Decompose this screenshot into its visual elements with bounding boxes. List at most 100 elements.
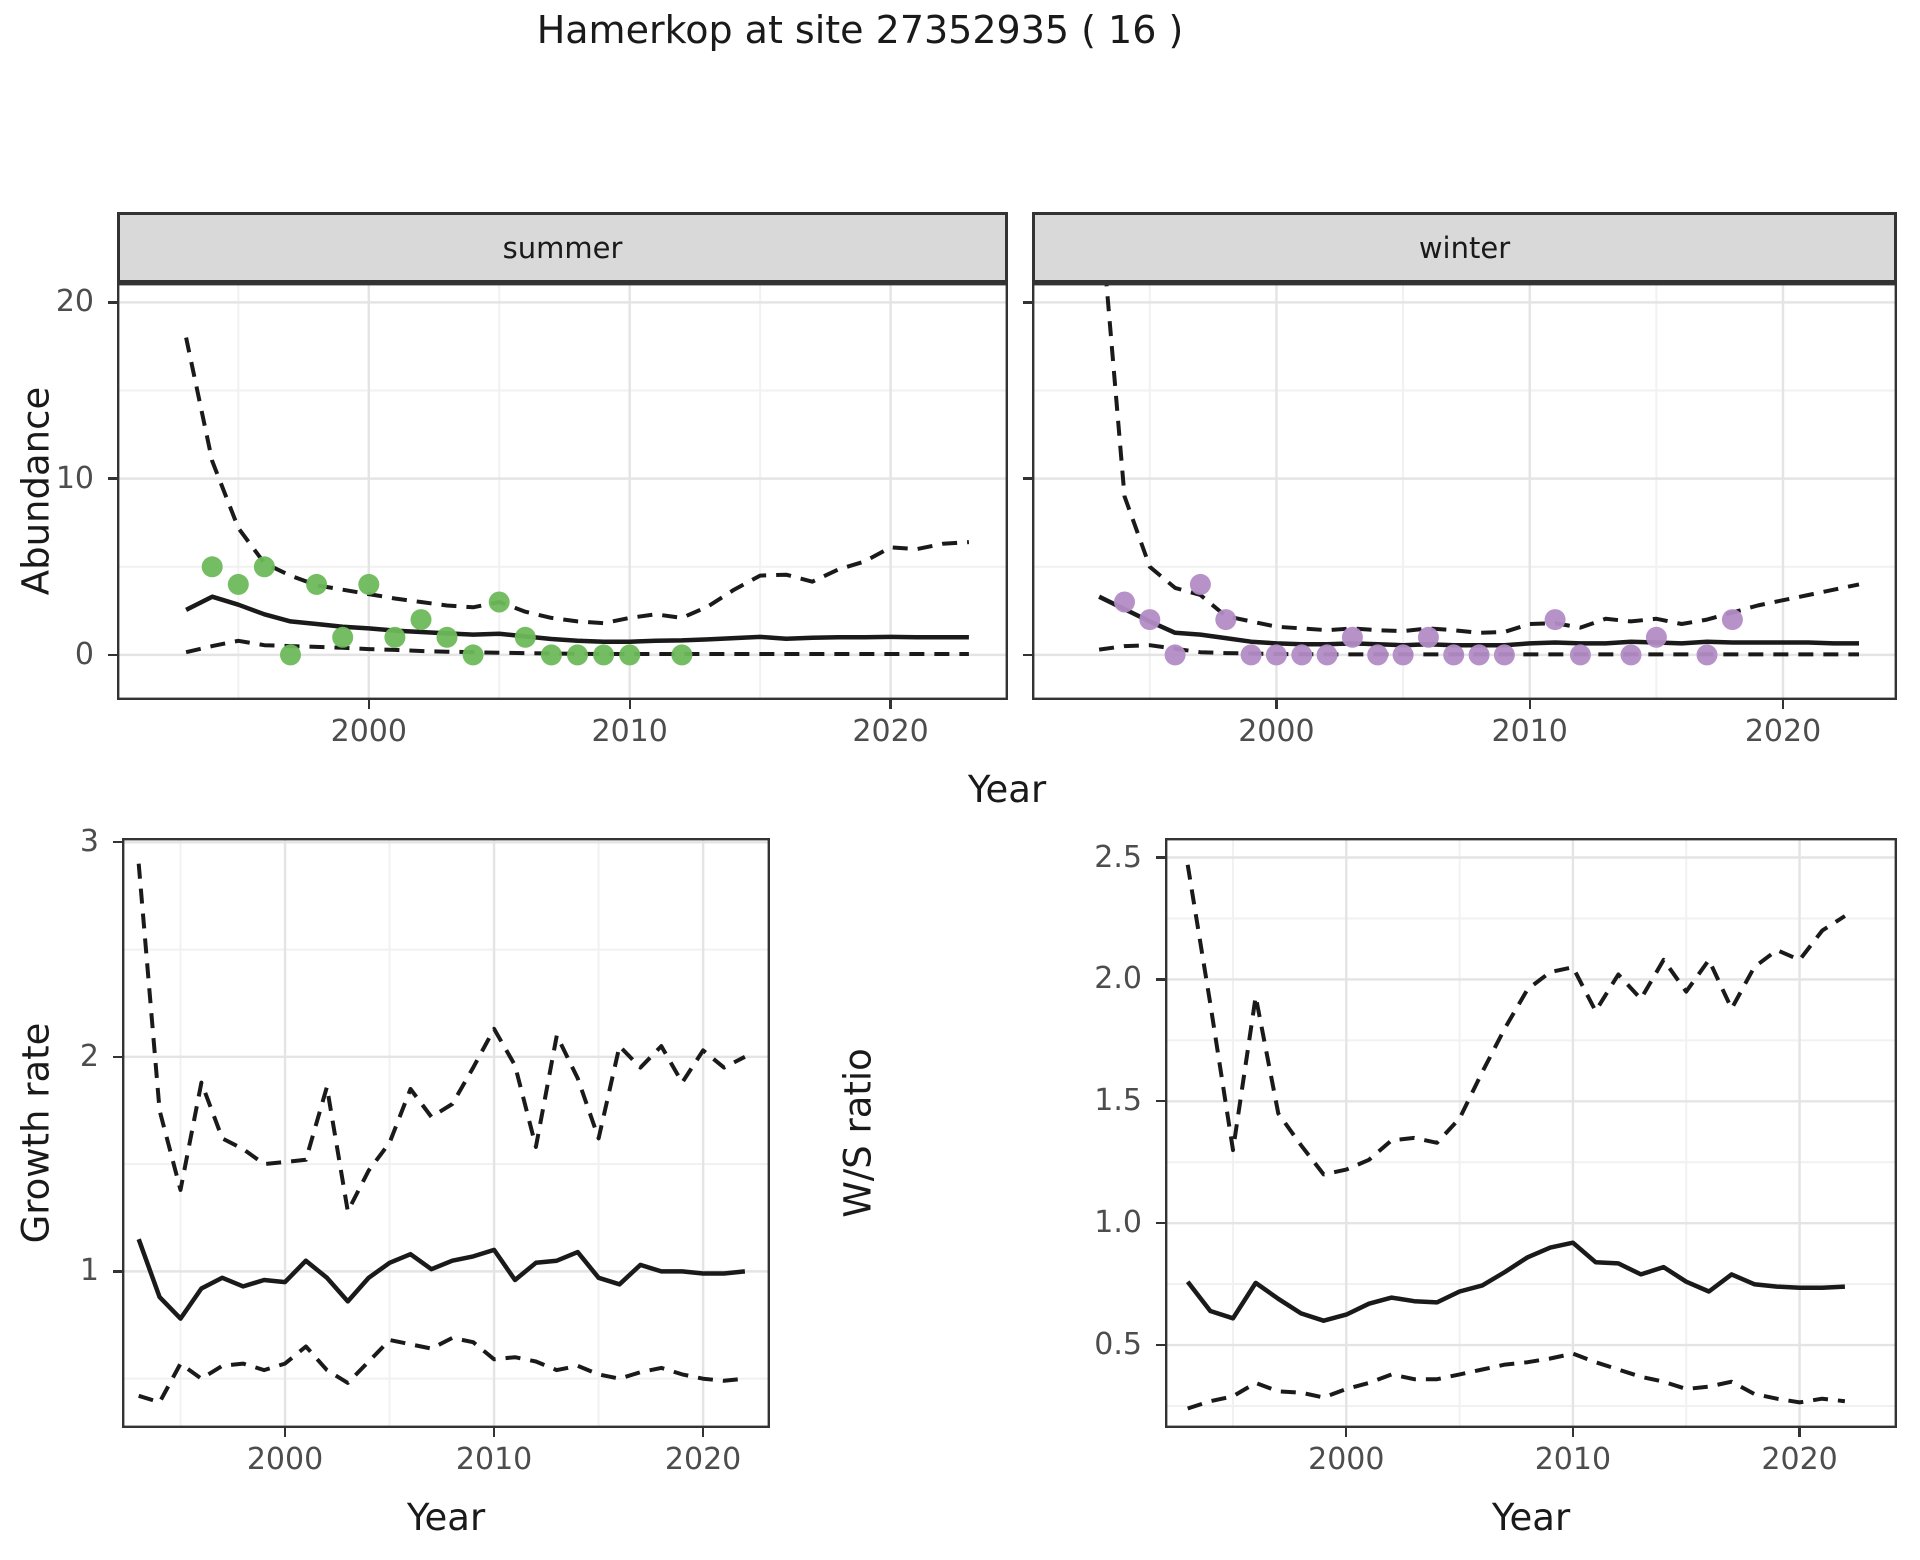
observation-point — [1139, 609, 1161, 631]
observation-point — [280, 644, 301, 666]
panel-background — [117, 283, 1008, 700]
y-tick-label: 10 — [55, 460, 94, 496]
upper-ci-line — [1185, 864, 1846, 1177]
facet-strip-summer: summer — [117, 212, 1008, 283]
x-tick-mark — [1275, 700, 1278, 709]
x-tick-mark — [1528, 700, 1531, 709]
facet-strip-winter: winter — [1032, 212, 1897, 283]
observation-point — [227, 573, 249, 595]
y-tick-mark — [1023, 477, 1032, 480]
y-tick-mark — [113, 1270, 122, 1273]
y-tick-mark — [113, 1055, 122, 1058]
y-tick-label: 1.5 — [1094, 1083, 1142, 1119]
x-tick-label: 2020 — [664, 1442, 742, 1477]
x-tick-mark — [283, 1428, 287, 1437]
x-tick-mark — [367, 700, 370, 709]
panel-winter — [1032, 283, 1897, 700]
y-tick-mark — [113, 841, 122, 844]
y-tick-mark — [1023, 301, 1032, 304]
observation-point — [1569, 644, 1591, 666]
observation-point — [306, 573, 328, 595]
panel-border — [122, 838, 770, 1428]
panel-background — [1165, 838, 1897, 1428]
lower-ci-line — [185, 638, 969, 656]
observation-point — [567, 644, 588, 666]
observation-point — [358, 573, 380, 595]
observation-point — [1341, 626, 1363, 648]
x-tick-label: 2010 — [1534, 1442, 1612, 1477]
y-tick-label: 0 — [74, 636, 94, 672]
observation-point — [1215, 609, 1237, 631]
observation-point — [384, 626, 406, 648]
observation-point — [671, 644, 693, 666]
panel-growth — [122, 838, 770, 1428]
upper-ci-line — [136, 863, 746, 1214]
mean-line — [1185, 1240, 1846, 1323]
observation-point — [1265, 644, 1287, 666]
observation-point — [1645, 626, 1667, 648]
y-tick-mark — [1156, 1100, 1165, 1103]
y-tick-label: 3 — [79, 824, 99, 860]
observation-point — [488, 591, 510, 613]
y-tick-mark — [1156, 856, 1165, 859]
y-tick-mark — [108, 653, 117, 657]
x-tick-label: 2010 — [455, 1442, 533, 1477]
observation-point — [1164, 644, 1186, 666]
observation-point — [1392, 644, 1414, 666]
y-tick-label: 0.5 — [1094, 1327, 1142, 1363]
observation-point — [462, 644, 484, 666]
x-tick-label: 2020 — [1744, 714, 1822, 749]
x-tick-label: 2000 — [246, 1442, 324, 1477]
y-tick-mark — [1156, 1343, 1165, 1347]
y-tick-label: 1 — [79, 1253, 99, 1289]
observation-point — [410, 609, 432, 631]
facet-strip-label-summer: summer — [502, 230, 623, 265]
observation-point — [1114, 591, 1135, 613]
x-tick-mark — [1781, 700, 1785, 709]
chart-title: Hamerkop at site 27352935 ( 16 ) — [536, 8, 1184, 52]
x-tick-mark — [1798, 1428, 1801, 1437]
observation-point — [1721, 609, 1743, 631]
y-tick-label: 2.0 — [1094, 961, 1142, 997]
facet-strip-label-winter: winter — [1418, 230, 1511, 265]
observation-point — [540, 644, 562, 666]
x-tick-label: 2020 — [852, 714, 929, 749]
y-tick-mark — [1023, 653, 1032, 657]
observation-point — [619, 644, 641, 666]
observation-point — [201, 556, 223, 578]
panel-summer — [117, 283, 1008, 700]
upper-ci-line — [184, 337, 970, 626]
y-tick-label: 20 — [55, 284, 94, 320]
y-tick-mark — [1156, 1222, 1165, 1225]
observation-point — [332, 626, 354, 648]
x-tick-label: 2010 — [591, 714, 668, 749]
x-axis-title-year-top: Year — [967, 768, 1047, 811]
x-axis-title-year-bottom-right: Year — [1491, 1496, 1571, 1539]
observation-point — [1493, 644, 1515, 666]
y-tick-label: 2.5 — [1094, 839, 1142, 875]
y-tick-label: 1.0 — [1094, 1205, 1142, 1241]
x-tick-label: 2020 — [1761, 1442, 1838, 1477]
observation-point — [1443, 644, 1465, 666]
observation-point — [436, 626, 458, 648]
mean-line — [136, 1238, 746, 1321]
observation-point — [1696, 644, 1718, 666]
x-tick-mark — [701, 1428, 705, 1437]
observation-point — [1240, 644, 1262, 666]
x-tick-label: 2000 — [1238, 714, 1315, 749]
x-tick-mark — [628, 700, 631, 709]
x-tick-mark — [889, 700, 892, 709]
panel-background — [1032, 283, 1897, 700]
x-tick-label: 2010 — [1491, 714, 1568, 749]
panel-border — [1032, 283, 1897, 700]
x-tick-mark — [1571, 1428, 1575, 1437]
observation-point — [253, 556, 275, 578]
observation-point — [1417, 626, 1439, 648]
y-tick-label: 2 — [79, 1038, 99, 1074]
y-tick-mark — [1156, 978, 1165, 981]
x-tick-label: 2000 — [330, 714, 407, 749]
panel-background — [122, 838, 770, 1428]
observation-point — [514, 626, 536, 648]
observation-point — [1291, 644, 1313, 666]
